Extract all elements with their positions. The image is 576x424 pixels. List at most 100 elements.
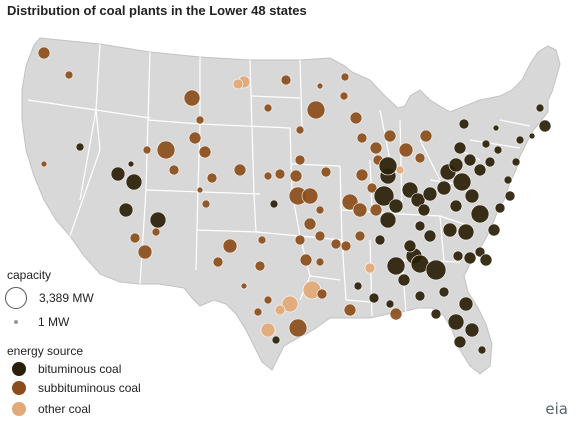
capacity-small-label: 1 MW <box>38 315 70 329</box>
coal-plant-bubble <box>369 141 383 155</box>
coal-plant-bubble <box>316 288 328 300</box>
coal-plant-bubble <box>430 308 442 320</box>
coal-plant-bubble <box>403 239 417 253</box>
coal-plant-bubble <box>37 46 51 60</box>
legend-bituminous: bituminous coal <box>12 362 121 376</box>
coal-plant-bubble <box>110 166 126 182</box>
coal-plant-bubble <box>274 168 286 180</box>
coal-plant-bubble <box>373 185 395 207</box>
coal-plant-bubble <box>494 202 506 214</box>
state-border <box>251 95 301 99</box>
coal-plant-bubble <box>474 246 486 258</box>
coal-plant-bubble <box>374 234 386 246</box>
coal-plant-bubble <box>195 115 205 125</box>
coal-plant-bubble <box>280 74 292 86</box>
coal-plant-bubble <box>417 203 431 217</box>
coal-plant-bubble <box>142 145 152 155</box>
coal-plant-bubble <box>511 157 521 167</box>
coal-plant-bubble <box>457 223 475 241</box>
state-border <box>399 213 441 217</box>
state-border <box>199 123 291 129</box>
coal-plant-bubble <box>343 303 357 317</box>
coal-plant-bubble <box>295 125 305 135</box>
state-border <box>399 119 403 211</box>
coal-plant-bubble <box>118 202 134 218</box>
legend-subbituminous: subbituminous coal <box>12 381 141 395</box>
capacity-legend-heading: capacity <box>7 268 52 282</box>
coal-plant-bubble <box>303 217 317 231</box>
coal-plant-bubble <box>269 199 279 209</box>
coal-plant-bubble <box>464 188 480 204</box>
coal-plant-bubble <box>156 140 176 160</box>
coal-plant-bubble <box>137 244 153 260</box>
coal-plant-bubble <box>168 164 180 176</box>
coal-plant-bubble <box>257 235 267 245</box>
coal-plant-bubble <box>452 250 464 262</box>
coal-plant-bubble <box>355 168 369 182</box>
coal-plant-bubble <box>356 132 368 144</box>
coal-plant-bubble <box>535 103 545 113</box>
other-coal-swatch <box>12 402 26 416</box>
state-border <box>69 109 101 237</box>
coal-plant-bubble <box>452 172 472 192</box>
coal-plant-bubble <box>183 89 201 107</box>
coal-plant-bubble <box>274 304 286 316</box>
coal-plant-bubble <box>340 240 352 252</box>
coal-plant-bubble <box>320 166 332 178</box>
coal-plant-bubble <box>463 251 477 265</box>
state-border <box>439 215 445 263</box>
coal-plant-bubble <box>75 142 85 152</box>
coal-plant-bubble <box>294 234 306 246</box>
coal-plant-bubble <box>379 211 397 229</box>
coal-plant-bubble <box>448 157 464 173</box>
coal-plant-bubble <box>364 262 376 274</box>
coal-plant-bubble <box>436 180 452 196</box>
coal-plant-bubble <box>503 175 513 185</box>
coal-plant-bubble <box>353 281 363 291</box>
state-border <box>147 119 201 125</box>
legend-other-coal: other coal <box>12 402 91 416</box>
coal-plant-bubble <box>458 296 474 312</box>
coal-plant-bubble <box>212 256 224 268</box>
state-border <box>27 99 97 111</box>
coal-plant-bubble <box>288 318 308 338</box>
coal-plant-bubble <box>254 260 266 272</box>
state-border <box>369 239 373 317</box>
coal-plant-bubble <box>330 238 342 250</box>
coal-plant-bubble <box>423 229 437 243</box>
state-border <box>499 119 531 127</box>
coal-plant-bubble <box>477 345 487 355</box>
coal-plant-bubble <box>253 307 263 317</box>
coal-plant-bubble <box>473 163 487 177</box>
state-border <box>345 299 371 303</box>
coal-plant-bubble <box>504 190 516 202</box>
coal-plant-bubbles <box>37 46 552 355</box>
coal-plant-bubble <box>414 290 426 302</box>
coal-plant-bubble <box>470 204 490 224</box>
coal-plant-bubble <box>492 124 500 132</box>
coal-plant-bubble <box>349 111 363 125</box>
coal-plant-bubble <box>263 103 273 113</box>
coal-plant-bubble <box>316 82 324 90</box>
coal-plant-bubble <box>479 253 493 267</box>
coal-plant-bubble <box>449 199 463 213</box>
coal-plant-bubble <box>64 70 74 80</box>
coal-plant-bubble <box>306 100 326 120</box>
coal-plant-bubble <box>414 152 426 164</box>
bituminous-swatch <box>12 362 26 376</box>
lower48-landmass <box>21 37 561 375</box>
map-title: Distribution of coal plants in the Lower… <box>7 3 307 18</box>
capacity-large-circle <box>5 287 27 309</box>
coal-plant-bubble <box>315 205 325 215</box>
state-border <box>195 229 261 233</box>
coal-plant-bubble <box>125 173 143 191</box>
state-border <box>79 109 97 201</box>
coal-plant-bubble <box>188 131 202 145</box>
state-border <box>139 189 147 285</box>
coal-plant-bubble <box>294 154 306 166</box>
us-outline <box>21 37 561 375</box>
state-border <box>419 139 441 181</box>
capacity-large-label: 3,389 MW <box>39 291 94 305</box>
coal-plant-bubble <box>484 156 496 168</box>
bituminous-label: bituminous coal <box>38 362 122 376</box>
